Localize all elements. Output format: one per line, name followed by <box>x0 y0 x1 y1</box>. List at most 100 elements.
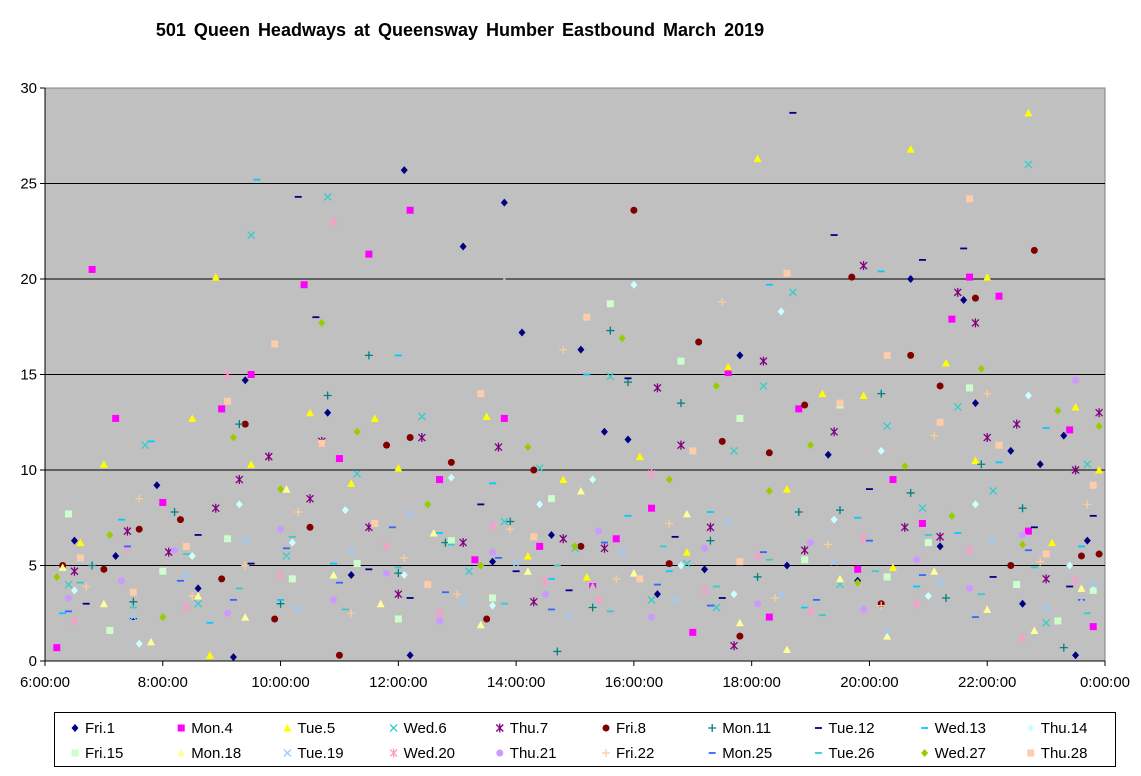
data-point <box>1030 246 1038 254</box>
data-point <box>324 408 332 417</box>
data-point <box>400 166 408 175</box>
data-point <box>936 418 944 426</box>
legend-label: Thu.28 <box>1041 745 1088 762</box>
data-point <box>1071 576 1080 586</box>
series-Tue.26 <box>76 534 1091 617</box>
legend-label: Mon.11 <box>722 720 771 737</box>
data-point <box>948 315 956 323</box>
data-point <box>1018 504 1027 513</box>
data-point <box>65 594 73 602</box>
data-point <box>447 473 455 482</box>
data-point <box>977 364 985 373</box>
data-point <box>624 378 632 387</box>
data-point <box>765 487 773 496</box>
data-point <box>966 584 974 592</box>
data-point <box>983 433 992 443</box>
data-point <box>506 525 515 534</box>
data-point <box>70 616 79 626</box>
data-point <box>1036 557 1045 566</box>
y-tick-label: 20 <box>20 271 37 288</box>
data-point <box>447 458 455 466</box>
data-point <box>807 539 815 547</box>
data-point <box>241 376 249 385</box>
data-point <box>306 408 314 417</box>
data-point <box>559 534 568 544</box>
data-point <box>459 242 467 251</box>
data-point <box>989 487 998 495</box>
data-point <box>229 433 237 442</box>
data-point <box>1054 617 1062 625</box>
data-point <box>1007 562 1015 569</box>
data-point <box>948 511 956 520</box>
data-point <box>58 563 67 571</box>
data-point <box>1018 633 1027 643</box>
data-point <box>918 519 926 527</box>
data-point <box>241 613 250 621</box>
series-Tue.12 <box>82 111 1097 620</box>
data-point <box>235 500 243 509</box>
data-point <box>877 446 885 455</box>
data-point <box>783 645 791 654</box>
data-point <box>595 527 603 535</box>
legend-label: Tue.26 <box>828 745 874 762</box>
data-point <box>918 504 927 513</box>
data-point <box>1083 460 1092 469</box>
data-point <box>553 647 562 656</box>
data-point <box>194 584 202 593</box>
data-point <box>530 533 538 541</box>
data-point <box>677 561 685 570</box>
data-point <box>106 626 114 634</box>
data-point <box>1089 623 1097 631</box>
data-point <box>99 599 108 608</box>
legend-label: Wed.27 <box>935 745 986 762</box>
data-point <box>1012 419 1021 429</box>
data-point <box>76 538 85 547</box>
data-point <box>682 559 691 568</box>
data-point <box>365 250 373 258</box>
series-Fri.22 <box>82 297 1092 618</box>
data-point <box>836 506 844 515</box>
data-point <box>211 503 220 513</box>
data-point <box>924 592 932 601</box>
data-point <box>383 569 391 577</box>
data-point <box>730 446 738 455</box>
data-point <box>689 628 697 636</box>
chart-legend: Fri.1 Mon.4 Tue.5 Wed.6 Thu.7 Fri.8 Mon.11 Tue.… <box>54 712 1116 767</box>
data-point <box>1072 376 1080 384</box>
x-tick-label: 22:00:00 <box>958 674 1016 691</box>
data-point <box>1071 465 1080 475</box>
data-point <box>1071 402 1080 411</box>
data-point <box>536 500 544 509</box>
data-point <box>1042 574 1051 584</box>
legend-item: Thu.21 <box>496 745 557 762</box>
data-point <box>900 522 909 532</box>
data-point <box>901 462 909 471</box>
data-point <box>170 508 179 517</box>
data-point <box>353 560 361 568</box>
data-point <box>247 460 256 468</box>
data-point <box>983 273 992 281</box>
data-point <box>447 537 455 545</box>
data-point <box>347 609 356 618</box>
data-point <box>647 469 656 479</box>
data-point <box>271 340 279 348</box>
data-point <box>830 427 839 437</box>
data-point <box>277 485 285 494</box>
data-point <box>500 517 509 526</box>
data-point <box>824 540 833 549</box>
data-point <box>306 523 314 531</box>
data-point <box>523 551 532 560</box>
data-point <box>965 545 974 555</box>
data-point <box>736 558 744 566</box>
grid-lines <box>45 183 1105 566</box>
data-point <box>818 389 827 398</box>
data-point <box>912 599 921 609</box>
data-point <box>724 517 733 526</box>
data-point <box>942 593 950 602</box>
data-point <box>547 530 555 539</box>
legend-label: Fri.8 <box>616 720 646 737</box>
data-point <box>218 575 226 583</box>
data-point <box>241 536 250 545</box>
data-point <box>188 592 197 601</box>
x-tick-label: 12:00:00 <box>369 674 427 691</box>
